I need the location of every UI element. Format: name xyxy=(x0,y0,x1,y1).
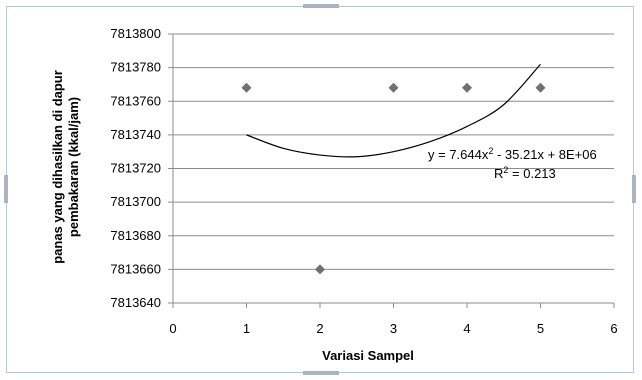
data-points xyxy=(241,82,546,275)
x-tick-label-1: 1 xyxy=(243,321,250,336)
x-tick-label-5: 5 xyxy=(537,321,544,336)
y-tick-label-7: 7813780 xyxy=(110,60,161,75)
x-tick-label-4: 4 xyxy=(463,321,470,336)
equation-prefix: y = 7.644x xyxy=(428,147,489,162)
y-tick-labels: 7813640 7813660 7813680 7813700 7813720 78137… xyxy=(110,26,161,310)
y-tick-label-4: 7813720 xyxy=(110,161,161,176)
x-tick-label-0: 0 xyxy=(169,321,176,336)
equation-suffix: - 35.21x + 8E+06 xyxy=(493,147,596,162)
trendline-equation: y = 7.644x2 - 35.21x + 8E+06 xyxy=(428,146,597,162)
r2-prefix: R xyxy=(494,166,503,181)
y-tick-label-0: 7813640 xyxy=(110,295,161,310)
x-axis-title: Variasi Sampel xyxy=(322,348,414,363)
y-axis-title-line1: panas yang dihasilkan di dapur xyxy=(50,70,65,264)
y-tick-label-2: 7813680 xyxy=(110,228,161,243)
y-axis-title-line2: pembakaran (kkal/jam) xyxy=(66,97,81,237)
y-tick-label-6: 7813760 xyxy=(110,93,161,108)
resize-handle-left[interactable] xyxy=(4,175,8,203)
data-point-4[interactable] xyxy=(462,82,472,93)
data-point-2[interactable] xyxy=(315,264,325,275)
resize-handle-top[interactable] xyxy=(303,4,339,8)
x-tick-label-2: 2 xyxy=(316,321,323,336)
equation-exponent: 2 xyxy=(488,146,493,156)
x-tick-label-6: 6 xyxy=(610,321,617,336)
r-squared-label: R2 = 0.213 xyxy=(494,165,556,181)
y-tick-label-8: 7813800 xyxy=(110,26,161,41)
data-point-5[interactable] xyxy=(535,82,546,93)
polynomial-trendline xyxy=(246,63,541,158)
y-tick-label-1: 7813660 xyxy=(110,261,161,276)
resize-handle-right[interactable] xyxy=(632,175,636,203)
y-tick-label-3: 7813700 xyxy=(110,194,161,209)
data-point-1[interactable] xyxy=(241,82,252,93)
resize-handle-bottom[interactable] xyxy=(303,371,339,375)
axes xyxy=(172,34,615,308)
r2-suffix: = 0.213 xyxy=(508,166,555,181)
r2-exponent: 2 xyxy=(503,165,508,175)
y-axis-title: panas yang dihasilkan di dapur pembakara… xyxy=(50,70,81,264)
x-tick-labels: 0 1 2 3 4 5 6 xyxy=(169,321,617,336)
x-tick-label-3: 3 xyxy=(390,321,397,336)
y-tick-label-5: 7813740 xyxy=(110,127,161,142)
data-point-3[interactable] xyxy=(388,82,399,93)
